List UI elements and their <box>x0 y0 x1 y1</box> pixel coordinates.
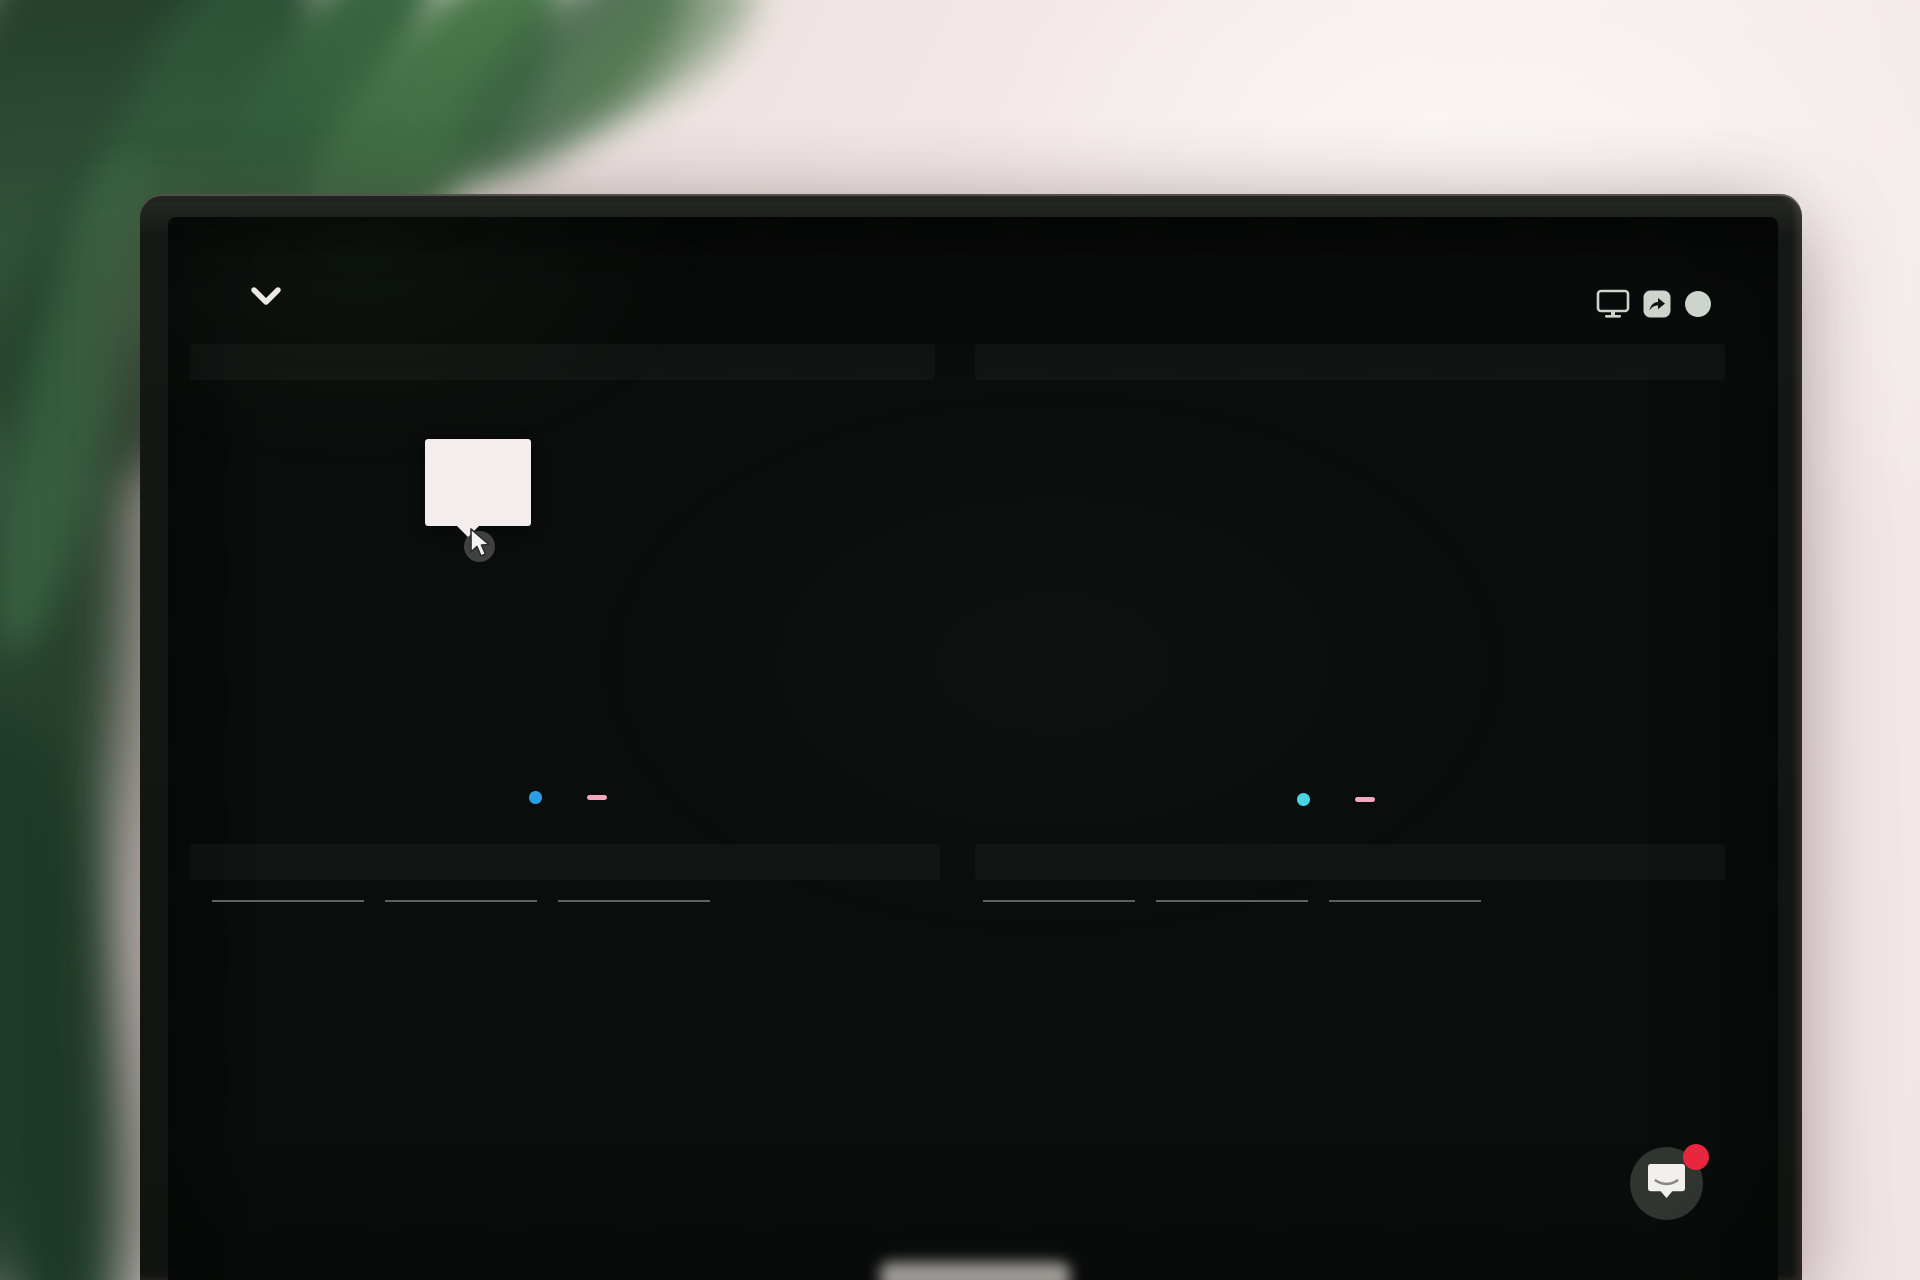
legend-load-time <box>262 791 882 804</box>
metric-sessions <box>983 891 1135 909</box>
metric-bounce-rate <box>558 891 710 909</box>
metric-underline <box>558 900 710 902</box>
panel-header-sessions <box>975 844 1725 880</box>
metric-underline <box>1329 900 1481 902</box>
help-icon[interactable] <box>1684 290 1712 318</box>
metric-page-views <box>385 891 537 909</box>
legend-item-page-load[interactable] <box>528 791 551 804</box>
chat-unread-badge <box>1683 1144 1709 1170</box>
series-dot-icon <box>528 791 542 804</box>
hinge-glare <box>880 1262 1070 1280</box>
metric-underline <box>983 900 1135 902</box>
sessions-metrics <box>983 891 1481 909</box>
metric-page-load <box>212 891 364 909</box>
chevron-down-icon <box>251 287 281 305</box>
metric-underline <box>212 900 364 902</box>
metric-pvs-per-session <box>1329 891 1481 909</box>
metric-session-length <box>1156 891 1308 909</box>
chat-bubble-icon <box>1648 1163 1685 1199</box>
legend-item-start-render[interactable] <box>1296 793 1319 806</box>
series-dot-icon <box>1296 793 1310 806</box>
panel-header-page-views <box>190 844 940 880</box>
panel-header-load-time <box>190 344 935 380</box>
display-icon[interactable] <box>1596 289 1630 319</box>
users-range-dropdown[interactable] <box>195 285 282 307</box>
mouse-cursor-icon <box>470 528 490 557</box>
panel-header-start-render <box>975 344 1725 380</box>
series-dash-icon <box>586 795 607 800</box>
legend-item-bounce-rate[interactable] <box>586 795 616 800</box>
legend-start-render <box>1045 793 1635 806</box>
legend-item-bounce-rate[interactable] <box>1354 797 1384 802</box>
share-icon[interactable] <box>1643 290 1671 318</box>
hover-tooltip <box>425 439 531 537</box>
dashboard-screen <box>168 217 1778 1280</box>
chat-launcher[interactable] <box>1630 1144 1709 1220</box>
series-dash-icon <box>1354 797 1375 802</box>
metric-underline <box>385 900 537 902</box>
page-views-metrics <box>212 891 710 909</box>
metric-underline <box>1156 900 1308 902</box>
